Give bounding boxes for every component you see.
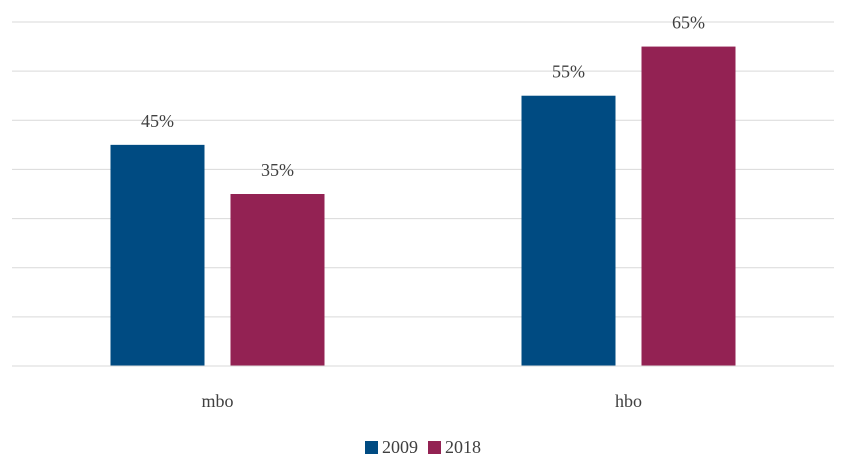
x-tick-labels: mbo hbo — [201, 391, 642, 411]
bar-mbo-2018 — [230, 194, 325, 366]
x-tick-label-mbo: mbo — [201, 391, 233, 411]
legend-item-2009: 2009 — [365, 437, 418, 458]
data-label-mbo-2018: 35% — [261, 160, 294, 180]
data-label-hbo-2018: 65% — [672, 13, 705, 33]
bars — [110, 46, 736, 366]
data-label-mbo-2009: 45% — [141, 111, 174, 131]
data-label-hbo-2009: 55% — [552, 62, 585, 82]
data-labels: 45% 35% 55% 65% — [141, 13, 705, 180]
legend-label-2018: 2018 — [445, 437, 481, 457]
legend: 2009 2018 — [0, 437, 846, 458]
bar-hbo-2018 — [641, 46, 736, 366]
bar-hbo-2009 — [521, 95, 616, 366]
bar-chart: 45% 35% 55% 65% mbo hbo — [12, 13, 834, 411]
legend-swatch-2009 — [365, 441, 378, 454]
legend-label-2009: 2009 — [382, 437, 418, 457]
x-tick-label-hbo: hbo — [615, 391, 642, 411]
legend-swatch-2018 — [428, 441, 441, 454]
legend-item-2018: 2018 — [428, 437, 481, 458]
bar-mbo-2009 — [110, 144, 205, 366]
